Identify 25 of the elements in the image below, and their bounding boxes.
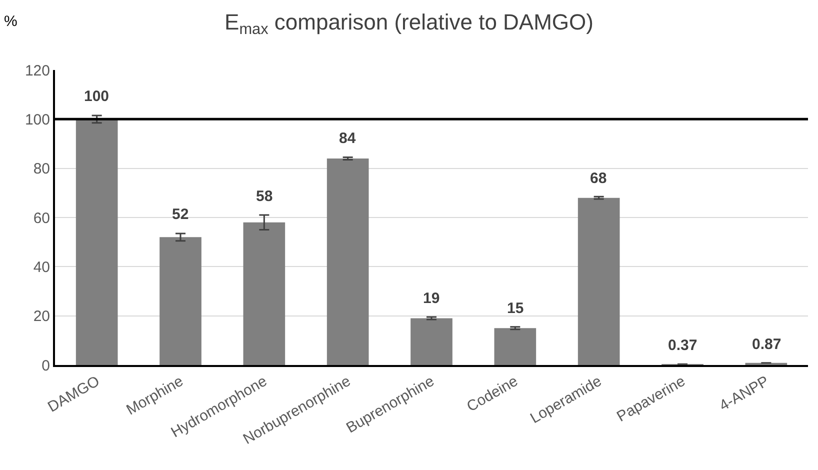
data-label: 84 <box>339 130 356 147</box>
y-tick-label: 120 <box>24 62 50 80</box>
bar <box>410 318 452 365</box>
data-label: 58 <box>256 188 273 205</box>
bar <box>494 328 536 365</box>
y-tick-label: 0 <box>42 357 50 374</box>
bar <box>578 198 620 365</box>
y-tick-label: 20 <box>33 308 50 326</box>
y-tick-label: 80 <box>33 160 50 178</box>
y-tick-label: 40 <box>33 258 50 276</box>
data-label: 0.87 <box>752 336 782 353</box>
y-tick-label: 60 <box>33 210 50 227</box>
bar <box>160 237 202 365</box>
data-label: 15 <box>507 300 524 317</box>
y-axis-title: % <box>4 13 18 30</box>
data-label: 68 <box>590 170 607 187</box>
data-label: 100 <box>84 88 110 105</box>
chart-title: E$_{max}$ comparison (relative to DAMGO) <box>224 10 594 38</box>
data-label: 0.37 <box>668 337 698 354</box>
y-tick-label: 100 <box>24 111 50 128</box>
bar <box>326 158 369 365</box>
data-label: 19 <box>423 290 440 307</box>
bar <box>76 119 118 365</box>
bar <box>243 222 286 365</box>
data-label: 52 <box>172 206 189 223</box>
